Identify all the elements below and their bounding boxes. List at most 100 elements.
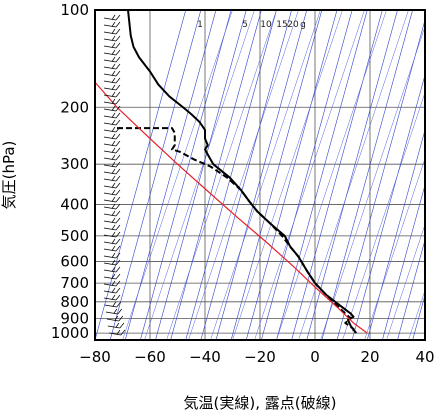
mixing-ratio-line: [320, 25, 425, 340]
wind-barb: [103, 245, 121, 252]
mixing-ratio-line: [276, 10, 387, 340]
dewpoint-line: [117, 127, 355, 334]
temperature-line: [127, 10, 358, 334]
x-tick-label: −60: [134, 348, 166, 366]
isotherm-line: [382, 183, 425, 340]
wind-barb: [103, 217, 121, 224]
mixing-ratio-label: 10: [260, 20, 272, 30]
y-tick-label: 600: [60, 252, 89, 270]
skewed-isotherms: [95, 10, 435, 340]
wind-barb: [103, 70, 121, 77]
mixing-ratio-label: 20: [287, 20, 299, 30]
isotherm-line: [366, 128, 425, 340]
x-tick-label: −20: [244, 348, 276, 366]
wind-barb: [103, 84, 121, 91]
isotherm-line: [124, 10, 217, 340]
wind-barb: [104, 301, 122, 308]
isotherm-line: [230, 10, 323, 340]
isotherm-line: [291, 10, 383, 340]
series-layer: [95, 10, 368, 334]
plot-frame: [94, 9, 426, 341]
wind-barb: [103, 231, 121, 238]
isotherm-line: [140, 10, 232, 340]
mixing-ratio-line: [364, 157, 425, 340]
mixing-ratio-label: 5: [242, 20, 248, 30]
mixing-ratio-labels: 1 5 10 15 20 g: [197, 20, 306, 30]
isotherm-line: [155, 10, 247, 340]
isotherm-line: [200, 10, 292, 340]
mixing-ratio-label: 15: [276, 20, 287, 30]
grid-layer: [95, 10, 425, 340]
wind-barb: [103, 266, 121, 273]
wind-barbs: [103, 14, 126, 336]
wind-barb: [105, 308, 123, 315]
wind-barb: [107, 322, 125, 329]
wind-barb: [103, 154, 121, 161]
wind-barb: [103, 140, 121, 147]
mixing-ratio-line: [188, 10, 299, 340]
mixing-ratio-line: [342, 91, 425, 340]
y-tick-label: 900: [60, 309, 89, 327]
mixing-ratio-label: g: [300, 20, 306, 30]
isotherm-line: [215, 10, 308, 340]
wind-barb: [103, 189, 121, 196]
mixing-ratio-line: [254, 10, 365, 340]
wind-barb: [103, 63, 121, 70]
isotherm-line: [276, 10, 368, 340]
x-tick-label: 40: [415, 348, 434, 366]
isotherm-line: [336, 18, 425, 340]
isotherm-line: [170, 10, 262, 340]
wind-barb: [103, 98, 121, 105]
y-tick-label: 700: [60, 274, 89, 292]
wind-barb: [103, 273, 121, 280]
mixing-ratio-line: [122, 10, 233, 340]
x-tick-label: 20: [360, 348, 379, 366]
wind-barb: [103, 28, 121, 35]
wind-barb: [103, 287, 121, 294]
wind-barb: [103, 49, 121, 56]
y-axis-label: 気圧(hPa): [0, 141, 18, 210]
y-tick-label: 800: [60, 293, 89, 311]
wind-barb: [103, 161, 121, 168]
wind-barb: [103, 133, 121, 140]
wind-barb: [103, 196, 121, 203]
isotherm-line: [397, 238, 425, 340]
isotherm-line: [428, 10, 435, 340]
mixing-ratio-line: [386, 223, 425, 340]
wind-barb: [103, 182, 121, 189]
wind-barb: [103, 77, 121, 84]
isotherm-line: [261, 10, 353, 340]
wind-barb: [103, 147, 121, 154]
wind-barb: [103, 210, 121, 217]
wind-barb: [103, 42, 121, 49]
x-axis-label: 気温(実線), 露点(破線): [184, 394, 337, 412]
y-tick-label: 100: [60, 1, 89, 19]
wind-barb: [103, 280, 121, 287]
wind-barb: [103, 35, 121, 42]
x-axis: −80 −60 −40 −20 0 20 40: [79, 348, 434, 366]
wind-barb: [103, 119, 121, 126]
y-tick-label: 500: [60, 227, 89, 245]
y-tick-label: 400: [60, 196, 89, 214]
wind-barb: [103, 238, 121, 245]
x-tick-label: −40: [189, 348, 221, 366]
mixing-ratio-line: [166, 10, 277, 340]
wind-barb: [103, 259, 121, 266]
mixing-ratio-line: [431, 10, 435, 340]
isotherm-line: [185, 10, 277, 340]
x-tick-label: −80: [79, 348, 111, 366]
mixing-ratio-line: [210, 10, 321, 340]
wind-barb: [103, 105, 121, 112]
isotherm-line: [109, 10, 202, 340]
isotherm-line: [321, 10, 413, 340]
y-tick-label: 300: [60, 155, 89, 173]
y-tick-label: 200: [60, 98, 89, 116]
wind-barb: [103, 91, 121, 98]
wind-barb: [103, 252, 121, 259]
wind-barb: [103, 56, 121, 63]
wind-barb: [103, 168, 121, 175]
wind-barb: [103, 294, 121, 301]
x-tick-label: 0: [310, 348, 320, 366]
